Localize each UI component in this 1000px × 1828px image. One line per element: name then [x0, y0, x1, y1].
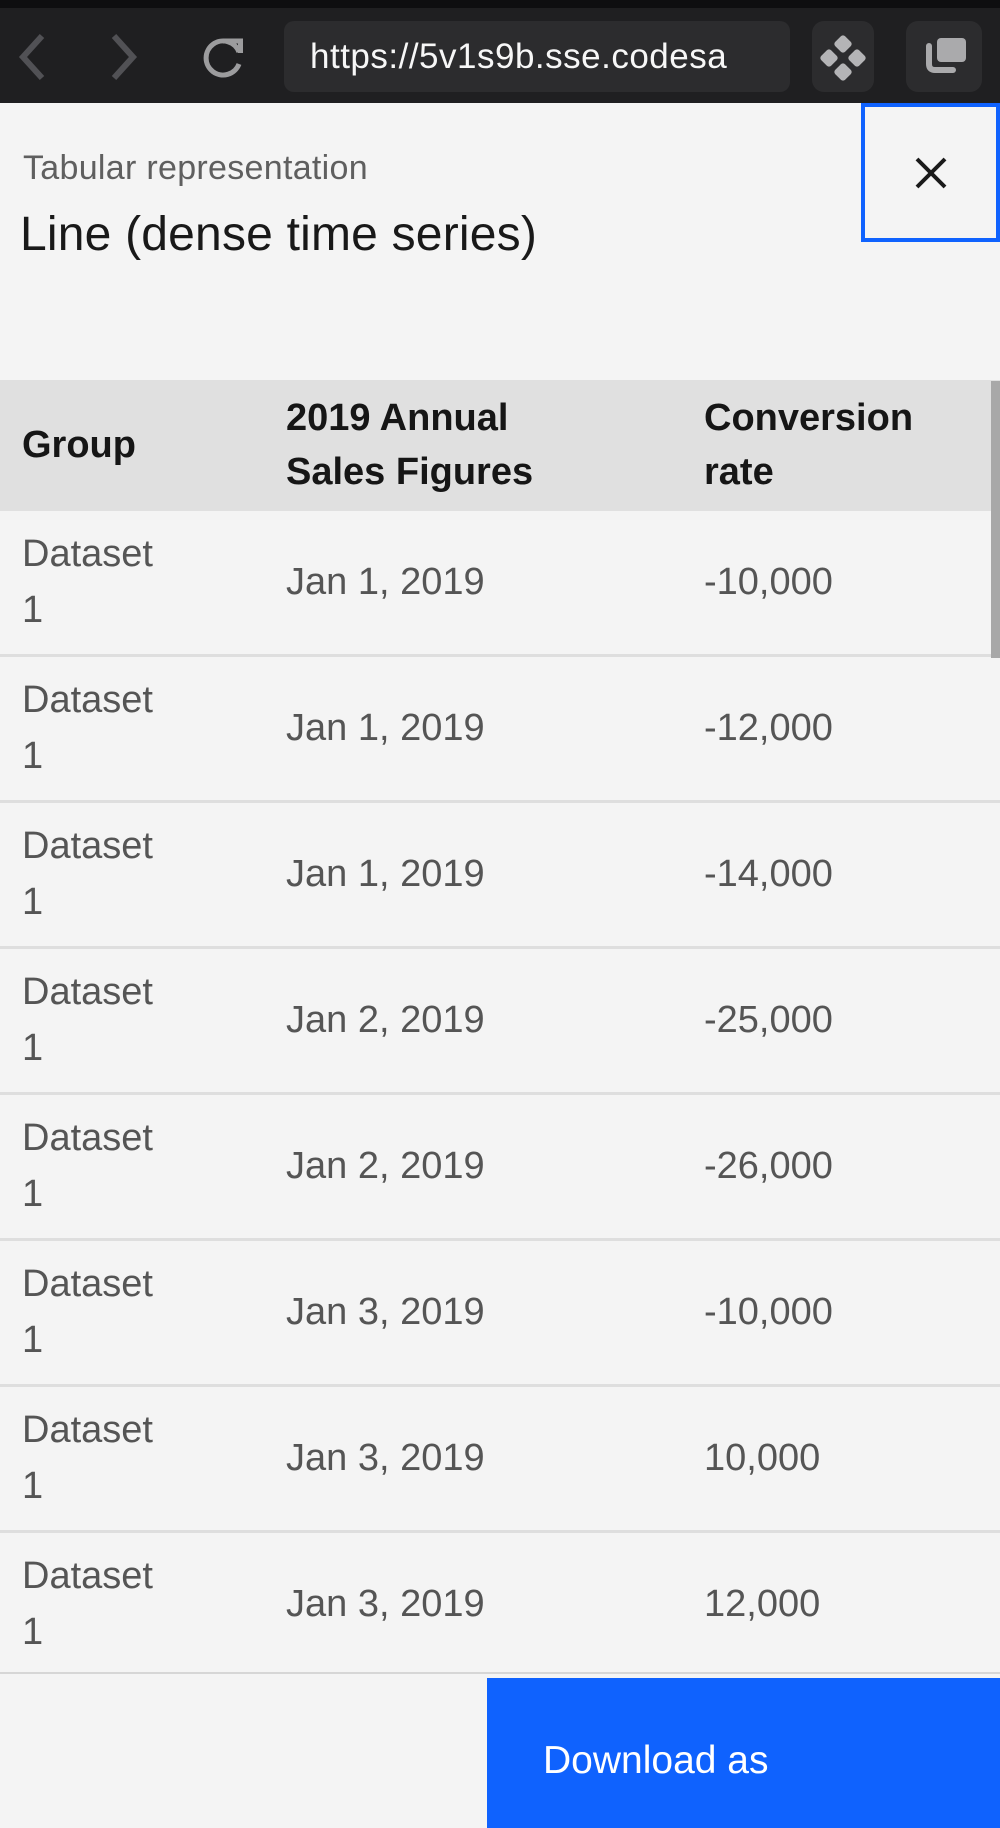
url-text: https://5v1s9b.sse.codesa — [310, 37, 728, 76]
tabular-modal: Tabular representation Line (dense time … — [0, 103, 1000, 1828]
cell-value: 10,000 — [704, 1436, 821, 1479]
cell-group: Dataset 1 — [22, 825, 153, 923]
close-button[interactable] — [861, 103, 1000, 242]
chevron-left-icon — [18, 33, 45, 81]
cell-date: Jan 2, 2019 — [286, 998, 485, 1041]
back-button[interactable] — [18, 32, 46, 85]
table-row: Dataset 1 Jan 3, 2019 12,000 — [0, 1530, 1000, 1676]
stacked-tabs-icon — [926, 37, 966, 73]
cell-date: Jan 1, 2019 — [286, 852, 485, 895]
reload-button[interactable] — [198, 28, 248, 87]
table-row: Dataset 1 Jan 2, 2019 -26,000 — [0, 1092, 1000, 1240]
cell-date: Jan 3, 2019 — [286, 1582, 485, 1625]
cell-value: -10,000 — [704, 560, 833, 603]
footer-divider — [0, 1672, 1000, 1674]
extensions-button[interactable] — [812, 21, 874, 92]
cell-value: -14,000 — [704, 852, 833, 895]
reload-icon — [203, 38, 243, 78]
forward-button[interactable] — [110, 32, 138, 85]
cell-date: Jan 1, 2019 — [286, 706, 485, 749]
cell-group: Dataset 1 — [22, 1263, 153, 1361]
modal-title: Line (dense time series) — [20, 208, 538, 261]
table-row: Dataset 1 Jan 3, 2019 -10,000 — [0, 1238, 1000, 1386]
download-button-label: Download as — [543, 1739, 769, 1782]
data-table: Group 2019 Annual Sales Figures Conversi… — [0, 380, 1000, 1676]
url-bar[interactable]: https://5v1s9b.sse.codesa — [284, 21, 790, 92]
status-bar — [0, 0, 1000, 8]
column-header-group: Group — [22, 423, 136, 466]
cell-value: -26,000 — [704, 1144, 833, 1187]
tab-switcher-button[interactable] — [906, 21, 982, 92]
browser-chrome: https://5v1s9b.sse.codesa — [0, 0, 1000, 103]
table-row: Dataset 1 Jan 3, 2019 10,000 — [0, 1384, 1000, 1532]
chevron-right-icon — [111, 33, 138, 81]
modal-subtitle: Tabular representation — [23, 149, 368, 187]
cell-group: Dataset 1 — [22, 1555, 153, 1653]
cell-group: Dataset 1 — [22, 533, 153, 631]
cell-value: -25,000 — [704, 998, 833, 1041]
cell-value: -10,000 — [704, 1290, 833, 1333]
cell-date: Jan 1, 2019 — [286, 560, 485, 603]
table-body: Dataset 1 Jan 1, 2019 -10,000 Dataset 1 … — [0, 511, 1000, 1676]
cell-date: Jan 3, 2019 — [286, 1436, 485, 1479]
cell-date: Jan 3, 2019 — [286, 1290, 485, 1333]
cell-group: Dataset 1 — [22, 679, 153, 777]
table-header: Group 2019 Annual Sales Figures Conversi… — [0, 380, 1000, 511]
cell-value: 12,000 — [704, 1582, 821, 1625]
table-row: Dataset 1 Jan 2, 2019 -25,000 — [0, 946, 1000, 1094]
table-row: Dataset 1 Jan 1, 2019 -12,000 — [0, 654, 1000, 802]
cell-group: Dataset 1 — [22, 1409, 153, 1507]
cell-group: Dataset 1 — [22, 1117, 153, 1215]
cell-date: Jan 2, 2019 — [286, 1144, 485, 1187]
table-row: Dataset 1 Jan 1, 2019 -14,000 — [0, 800, 1000, 948]
table-row: Dataset 1 Jan 1, 2019 -10,000 — [0, 511, 1000, 656]
table-scrollbar-thumb[interactable] — [991, 381, 1000, 658]
download-button[interactable]: Download as — [487, 1678, 1000, 1828]
column-header-conversion: Conversion rate — [704, 396, 914, 493]
cell-value: -12,000 — [704, 706, 833, 749]
diamond-grid-icon — [820, 34, 866, 81]
close-icon — [915, 157, 946, 188]
cell-group: Dataset 1 — [22, 971, 153, 1069]
column-header-sales: 2019 Annual Sales Figures — [286, 396, 534, 493]
